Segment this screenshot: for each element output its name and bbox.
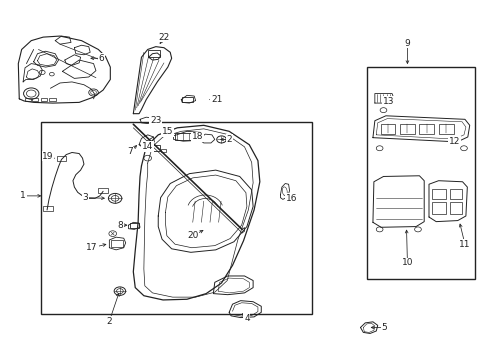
Bar: [399, 123, 414, 134]
Bar: [419, 123, 433, 134]
Text: 23: 23: [150, 116, 161, 125]
Bar: [182, 97, 192, 102]
Bar: [41, 98, 47, 101]
Text: 8: 8: [117, 221, 122, 230]
Text: 1: 1: [20, 192, 26, 201]
Bar: [98, 188, 108, 193]
Text: 19: 19: [42, 152, 54, 161]
Text: 10: 10: [401, 258, 412, 267]
Text: 12: 12: [448, 137, 459, 146]
Text: 11: 11: [458, 240, 470, 249]
Bar: [130, 223, 139, 228]
Bar: [448, 189, 461, 199]
Bar: [43, 206, 53, 211]
Text: 13: 13: [382, 97, 393, 106]
Bar: [49, 98, 56, 101]
Text: 9: 9: [404, 39, 409, 48]
Text: 3: 3: [82, 193, 88, 202]
Text: 18: 18: [191, 132, 203, 141]
Bar: [175, 133, 199, 140]
Text: 15: 15: [162, 127, 173, 136]
Text: 14: 14: [142, 142, 153, 151]
Bar: [152, 145, 160, 151]
Bar: [431, 202, 445, 213]
Bar: [161, 149, 165, 153]
Bar: [57, 156, 66, 161]
Bar: [147, 50, 160, 57]
Text: 22: 22: [158, 33, 169, 42]
Text: 2: 2: [226, 135, 231, 144]
Bar: [448, 202, 461, 213]
Text: 21: 21: [211, 95, 222, 104]
Text: 5: 5: [381, 323, 386, 332]
Text: 4: 4: [244, 314, 249, 323]
Bar: [32, 98, 38, 101]
Bar: [366, 67, 473, 279]
Text: 6: 6: [99, 54, 104, 63]
Bar: [438, 123, 453, 134]
Bar: [380, 123, 395, 134]
Bar: [431, 189, 445, 199]
Bar: [111, 240, 123, 247]
Text: 20: 20: [187, 231, 198, 240]
Text: 16: 16: [285, 194, 297, 203]
Text: 17: 17: [86, 243, 98, 252]
Text: 2: 2: [106, 317, 112, 325]
Text: 7: 7: [127, 147, 133, 156]
Bar: [24, 98, 31, 101]
Bar: [41, 122, 311, 314]
